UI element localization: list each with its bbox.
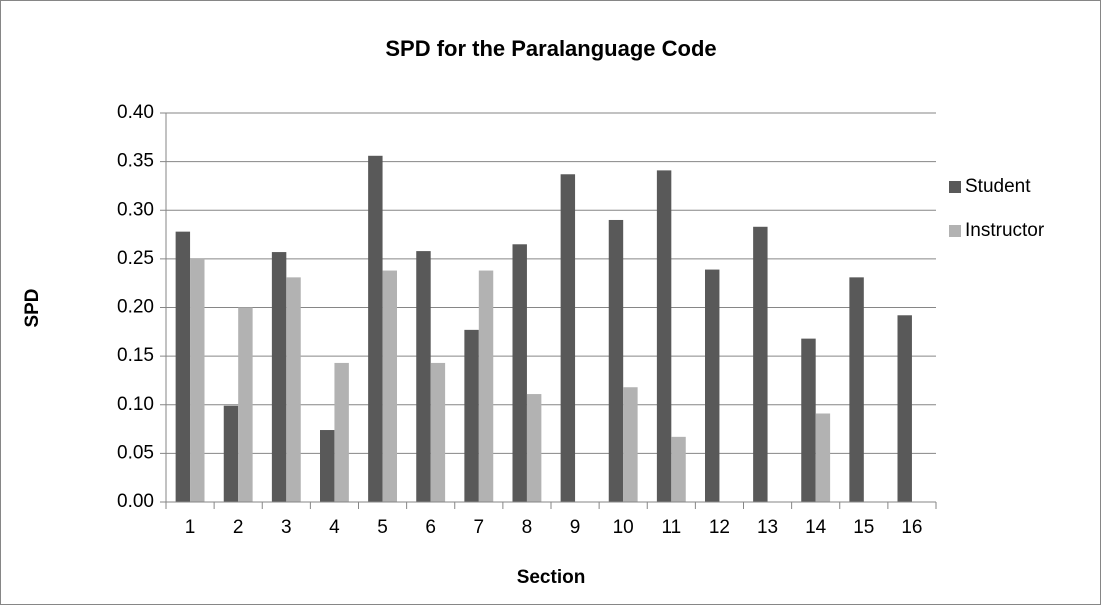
x-tick-label: 15 (853, 517, 874, 538)
bar (608, 219, 624, 502)
x-axis-title: Section (517, 567, 586, 588)
bar (671, 436, 686, 502)
bar (416, 251, 431, 502)
y-axis-title: SPD (22, 288, 43, 327)
x-tick-label: 16 (901, 517, 922, 538)
bar (320, 430, 335, 502)
bar (705, 269, 720, 502)
bar (849, 277, 864, 502)
x-tick-label: 9 (570, 517, 581, 538)
legend-swatch (949, 181, 961, 193)
chart-title: SPD for the Paralanguage Code (385, 36, 716, 61)
bar (815, 413, 831, 502)
y-tick-label: 0.30 (117, 199, 154, 220)
x-tick-label: 14 (805, 517, 827, 538)
y-tick-label: 0.40 (117, 102, 154, 123)
bar (334, 362, 349, 502)
bar (430, 362, 446, 502)
bar (897, 315, 912, 502)
bar (271, 252, 287, 502)
bar (190, 258, 205, 502)
bar (223, 405, 239, 502)
legend-swatch (949, 225, 961, 237)
y-tick-label: 0.20 (117, 297, 154, 318)
y-tick-label: 0.15 (117, 345, 154, 366)
bar (753, 226, 768, 502)
bar (801, 338, 816, 502)
y-tick-label: 0.05 (117, 442, 154, 463)
bar (560, 174, 576, 502)
x-tick-label: 3 (281, 517, 292, 538)
x-tick-label: 4 (329, 517, 340, 538)
x-tick-label: 5 (377, 517, 388, 538)
legend-label: Instructor (965, 220, 1045, 241)
x-tick-label: 10 (613, 517, 634, 538)
x-tick-label: 8 (522, 517, 533, 538)
x-tick-label: 7 (474, 517, 485, 538)
x-tick-label: 12 (709, 517, 730, 538)
bar (175, 231, 191, 502)
bar (656, 170, 672, 502)
bar (512, 244, 527, 502)
x-tick-label: 2 (233, 517, 244, 538)
y-tick-label: 0.25 (117, 248, 154, 269)
x-tick-label: 13 (757, 517, 778, 538)
y-tick-label: 0.10 (117, 394, 154, 415)
x-tick-label: 11 (661, 517, 681, 538)
x-tick-label: 6 (425, 517, 436, 538)
bar (238, 307, 253, 502)
bar (526, 394, 542, 502)
bar (286, 277, 301, 502)
bar (478, 270, 494, 502)
bar (368, 155, 383, 503)
bar (464, 329, 479, 502)
legend-label: Student (965, 176, 1031, 197)
x-tick-label: 1 (185, 517, 196, 538)
y-tick-label: 0.00 (117, 491, 154, 512)
y-tick-label: 0.35 (117, 151, 154, 172)
bar (382, 270, 397, 502)
bar (623, 387, 638, 502)
